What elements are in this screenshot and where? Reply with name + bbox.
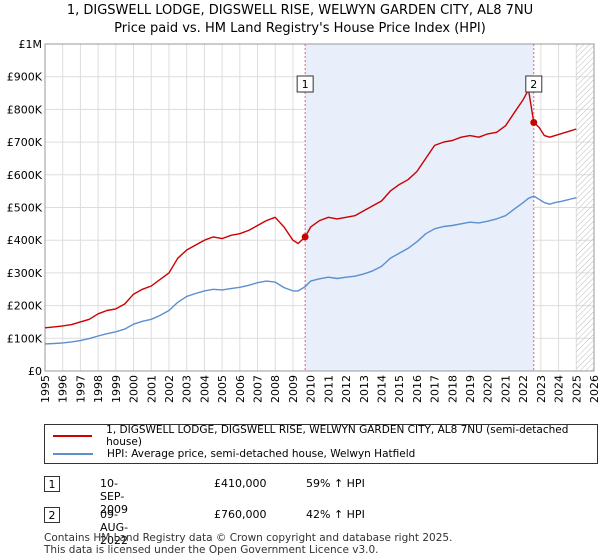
legend-swatch-hpi xyxy=(53,453,93,455)
annotation-box xyxy=(296,75,314,93)
x-tick-label: 2004 xyxy=(198,375,211,403)
y-tick-label: £200K xyxy=(7,300,43,313)
chart-title-line1: 1, DIGSWELL LODGE, DIGSWELL RISE, WELWYN… xyxy=(66,3,534,18)
chart-title-line2: Price paid vs. HM Land Registry's House … xyxy=(114,21,486,36)
x-tick-label: 2025 xyxy=(570,375,583,403)
x-tick-label: 2014 xyxy=(375,375,388,403)
legend-label-price: 1, DIGSWELL LODGE, DIGSWELL RISE, WELWYN… xyxy=(106,424,569,448)
footer-copyright: Contains HM Land Registry data © Crown c… xyxy=(44,532,453,544)
x-tick-label: 1996 xyxy=(57,375,70,403)
legend: 1, DIGSWELL LODGE, DIGSWELL RISE, WELWYN… xyxy=(44,424,598,464)
x-tick-label: 2013 xyxy=(358,375,371,403)
x-tick-label: 2012 xyxy=(340,375,353,403)
x-tick-label: 2009 xyxy=(287,375,300,403)
transaction-hpi-change: 42% ↑ HPI xyxy=(306,508,365,521)
transaction-date: 10-SEP-2009 xyxy=(100,477,128,516)
y-tick-label: £0 xyxy=(28,365,42,378)
legend-item-price: 1, DIGSWELL LODGE, DIGSWELL RISE, WELWYN… xyxy=(53,424,597,448)
x-tick-label: 2003 xyxy=(181,375,194,403)
plot-frame xyxy=(44,43,595,372)
x-tick-label: 2020 xyxy=(482,375,495,403)
annotation-box xyxy=(525,75,543,93)
annotation-label: 1 xyxy=(302,78,309,91)
x-tick-label: 1995 xyxy=(39,375,52,403)
x-tick-label: 2011 xyxy=(322,375,335,403)
transaction-price: £760,000 xyxy=(214,508,267,521)
legend-swatch-price xyxy=(53,435,93,437)
x-tick-label: 2019 xyxy=(464,375,477,403)
y-tick-label: £300K xyxy=(7,267,43,280)
ownership-shade xyxy=(305,44,534,371)
hpi-line xyxy=(44,195,577,345)
x-tick-label: 1999 xyxy=(110,375,123,403)
footer-licence: This data is licensed under the Open Gov… xyxy=(44,544,379,556)
transaction-badge: 2 xyxy=(44,507,60,523)
x-tick-label: 1998 xyxy=(92,375,105,403)
x-tick-label: 1997 xyxy=(74,375,87,403)
price-paid-line xyxy=(44,89,577,329)
x-tick-label: 2002 xyxy=(163,375,176,403)
x-tick-label: 2015 xyxy=(393,375,406,403)
x-tick-label: 2008 xyxy=(269,375,282,403)
x-tick-label: 2022 xyxy=(517,375,530,403)
legend-label-hpi: HPI: Average price, semi-detached house,… xyxy=(107,448,416,460)
y-tick-label: £400K xyxy=(7,234,43,247)
annotation-label: 2 xyxy=(530,78,537,91)
sale-point xyxy=(301,233,309,241)
y-tick-label: £1M xyxy=(19,38,43,51)
price-chart: £0 £100K £200K £300K £400K £500K £600K £700K £80… xyxy=(7,38,600,403)
legend-item-hpi: HPI: Average price, semi-detached house,… xyxy=(53,446,415,462)
forecast-hatch xyxy=(576,44,594,371)
x-tick-label: 2000 xyxy=(128,375,141,403)
y-tick-label: £900K xyxy=(7,71,43,84)
sale-point xyxy=(530,118,538,126)
x-tick-label: 2001 xyxy=(145,375,158,403)
transaction-price: £410,000 xyxy=(214,477,267,490)
x-tick-label: 2006 xyxy=(234,375,247,403)
x-tick-label: 2018 xyxy=(446,375,459,403)
x-tick-label: 2026 xyxy=(588,375,600,403)
x-tick-label: 2021 xyxy=(499,375,512,403)
y-tick-label: £500K xyxy=(7,202,43,215)
x-tick-label: 2016 xyxy=(411,375,424,403)
x-tick-label: 2005 xyxy=(216,375,229,403)
transaction-badge: 1 xyxy=(44,476,60,492)
x-tick-label: 2010 xyxy=(305,375,318,403)
x-tick-label: 2023 xyxy=(535,375,548,403)
x-tick-label: 2007 xyxy=(252,375,265,403)
x-tick-label: 2024 xyxy=(553,375,566,403)
y-tick-label: £800K xyxy=(7,103,43,116)
x-tick-label: 2017 xyxy=(429,375,442,403)
transaction-date: 09-AUG-2022 xyxy=(100,508,129,547)
y-tick-label: £100K xyxy=(7,332,43,345)
transaction-hpi-change: 59% ↑ HPI xyxy=(306,477,365,490)
y-tick-label: £600K xyxy=(7,169,43,182)
y-tick-label: £700K xyxy=(7,136,43,149)
